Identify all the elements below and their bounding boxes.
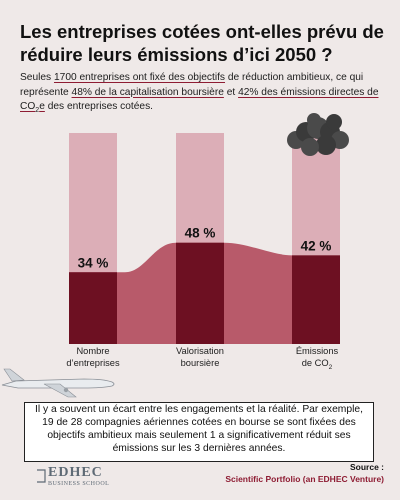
category-label-emissions-subscript: 2 (328, 363, 333, 371)
category-label-valuation: Valorisation boursière (155, 345, 245, 369)
category-label-companies-line1: Nombre (76, 346, 110, 356)
subtitle-highlight-companies: 1700 entreprises ont fixé des objectifs (53, 72, 226, 83)
value-label-2: 48 % (185, 226, 216, 241)
category-label-valuation-line2: boursière (180, 358, 220, 368)
subtitle-part-1: Seules (20, 72, 54, 83)
airplane-fuselage (1, 378, 115, 389)
value-label-3: 42 % (301, 238, 332, 253)
edhec-logo-text: EDHEC (48, 465, 103, 480)
category-label-emissions: Émissions de CO2 (272, 345, 362, 374)
subtitle-co2-subscript: 2 (35, 107, 40, 115)
smoke-cloud-puff-6 (316, 135, 336, 155)
category-label-valuation-line1: Valorisation (176, 346, 224, 356)
bar-chart: 34 % 48 % 42 % (69, 113, 349, 344)
subtitle-part-9: des entreprises cotées. (44, 101, 154, 112)
smoke-cloud-puff-8 (326, 114, 342, 130)
airplane-tail (3, 368, 25, 382)
smoke-cloud-puff-9 (307, 113, 321, 127)
category-label-companies-line2: d’entreprises (66, 358, 120, 368)
source-value: Scientific Portfolio (an EDHEC Venture) (225, 474, 384, 484)
subtitle-part-8: e (39, 101, 45, 112)
subtitle-part-3: de réduction ambitieux, ce qui représent… (20, 72, 364, 98)
category-label-emissions-co: de CO (301, 358, 329, 368)
subtitle-part-6: 42% des émissions directes de CO (20, 86, 379, 113)
airplane-wing (43, 383, 77, 398)
page-title: Les entreprises cotées ont-elles prévu d… (20, 21, 384, 65)
category-label-companies: Nombre d’entreprises (48, 345, 138, 369)
callout-text: Il y a souvent un écart entre les engage… (35, 404, 363, 454)
value-bar-2 (176, 242, 224, 344)
value-bar-1 (69, 272, 117, 344)
value-label-1: 34 % (78, 255, 109, 270)
airplane-icon (1, 368, 115, 398)
edhec-logo: EDHEC BUSINESS SCHOOL (37, 465, 124, 493)
source-label: Source : (349, 462, 384, 472)
subtitle-highlight-capitalisation: 48% de la capitalisation boursière (71, 86, 224, 98)
edhec-logo-subtext: BUSINESS SCHOOL (48, 481, 110, 487)
page-subtitle: Seules 1700 entreprises ont fixé des obj… (20, 71, 390, 119)
value-bar-3 (292, 255, 340, 344)
edhec-logo-mark (37, 469, 46, 483)
airplane-engine (63, 387, 69, 393)
smoke-cloud-puff-7 (301, 138, 319, 156)
category-label-emissions-line2: de CO2 (272, 357, 362, 374)
subtitle-part-5: et (223, 86, 239, 98)
subtitle-highlight-emissions: 42% des émissions directes de CO2e (20, 86, 379, 115)
category-label-emissions-line1: Émissions (295, 346, 339, 356)
callout-box: Il y a souvent un écart entre les engage… (24, 402, 374, 462)
